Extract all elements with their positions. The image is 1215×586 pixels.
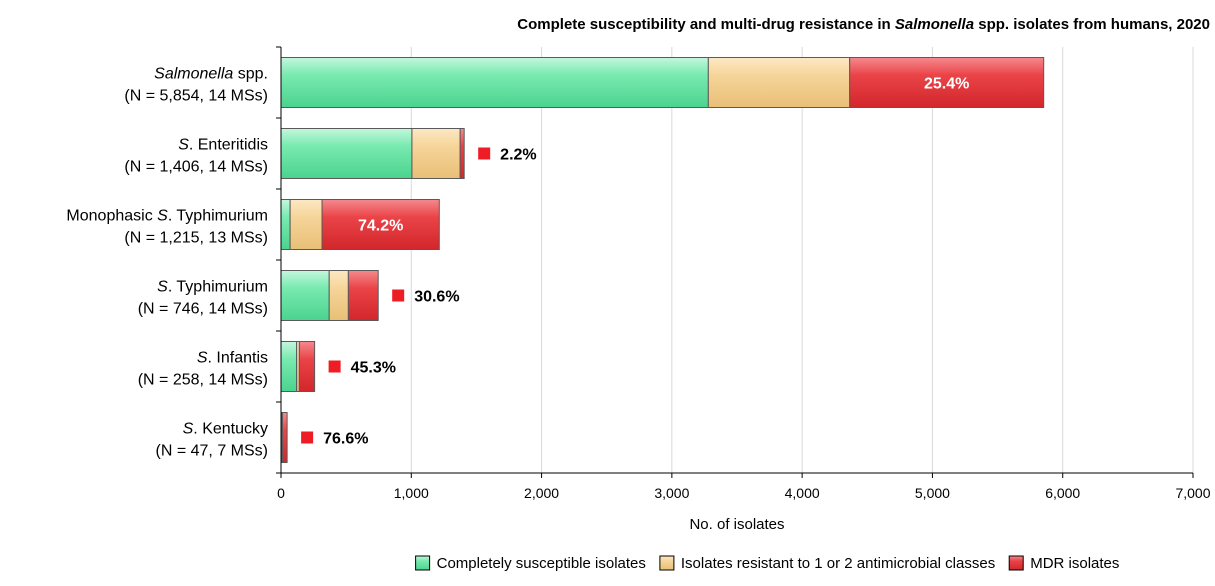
- mdr-percentage-label: 25.4%: [924, 76, 969, 93]
- bar-mdr: [459, 128, 465, 179]
- category-detail: (N = 47, 7 MSs): [156, 443, 268, 460]
- chart-title-part: spp. isolates from humans, 2020: [974, 16, 1210, 33]
- mdr-percentage-label: 2.2%: [500, 147, 536, 164]
- mdr-percentage-label: 74.2%: [358, 218, 403, 235]
- bar-resistant-1-2: [328, 270, 349, 321]
- category-name: spp.: [233, 66, 268, 83]
- category-name: . Enteritidis: [189, 137, 268, 154]
- bar-mdr: [321, 199, 440, 250]
- chart-title-italic: Salmonella: [895, 16, 974, 33]
- legend-label: MDR isolates: [1030, 555, 1119, 572]
- category-name: . Typhimurium: [168, 208, 268, 225]
- category-detail: (N = 746, 14 MSs): [138, 301, 268, 318]
- category-name-italic: S: [157, 279, 168, 296]
- bar-susceptible: [280, 199, 291, 250]
- category-name-italic: S: [183, 421, 194, 438]
- category-label: Salmonella spp.: [154, 66, 268, 83]
- mdr-marker: [301, 431, 314, 444]
- mdr-marker: [478, 147, 491, 160]
- bar-susceptible: [280, 270, 330, 321]
- bar-susceptible: [280, 341, 298, 392]
- x-tick-label: 3,000: [654, 485, 689, 501]
- mdr-percentage-label: 45.3%: [351, 360, 396, 377]
- bar-mdr: [347, 270, 379, 321]
- legend-swatch-susceptible: [415, 555, 431, 571]
- category-name: . Kentucky: [193, 421, 268, 438]
- bar-resistant-1-2: [411, 128, 461, 179]
- category-label: S. Enteritidis: [178, 137, 268, 154]
- x-tick-label: 2,000: [524, 485, 559, 501]
- category-name-italic: S: [178, 137, 189, 154]
- category-detail: (N = 1,215, 13 MSs): [124, 230, 268, 247]
- category-label: S. Typhimurium: [157, 279, 268, 296]
- x-tick-label: 1,000: [394, 485, 429, 501]
- chart-title-part: Complete susceptibility and multi-drug r…: [517, 16, 895, 33]
- x-tick-label: 4,000: [785, 485, 820, 501]
- bar-susceptible: [280, 57, 709, 108]
- category-detail: (N = 258, 14 MSs): [138, 372, 268, 389]
- category-name: . Typhimurium: [168, 279, 268, 296]
- bar-mdr: [298, 341, 316, 392]
- x-tick-label: 5,000: [915, 485, 950, 501]
- mdr-percentage-label: 30.6%: [414, 289, 459, 306]
- category-name-italic: S: [197, 350, 208, 367]
- legend-swatch-mdr: [1008, 555, 1024, 571]
- category-name-italic: Salmonella: [154, 66, 233, 83]
- category-name-italic: S: [157, 208, 168, 225]
- category-label: S. Kentucky: [183, 421, 268, 438]
- mdr-marker: [328, 360, 341, 373]
- category-name: . Infantis: [208, 350, 268, 367]
- category-label: S. Infantis: [197, 350, 268, 367]
- legend-swatch-resistant-1-2: [659, 555, 675, 571]
- bar-resistant-1-2: [289, 199, 323, 250]
- legend-label: Completely susceptible isolates: [437, 555, 646, 572]
- bar-mdr: [849, 57, 1045, 108]
- bar-susceptible: [280, 128, 413, 179]
- x-tick-label: 0: [277, 485, 285, 501]
- category-label: Monophasic S. Typhimurium: [66, 208, 268, 225]
- bar-resistant-1-2: [707, 57, 851, 108]
- bar-mdr: [281, 412, 288, 463]
- x-axis-title: No. of isolates: [689, 516, 784, 533]
- category-name-prefix: Monophasic: [66, 208, 157, 225]
- category-detail: (N = 1,406, 14 MSs): [124, 159, 268, 176]
- mdr-marker: [392, 289, 405, 302]
- chart-title: Complete susceptibility and multi-drug r…: [517, 16, 1210, 33]
- mdr-percentage-label: 76.6%: [323, 431, 368, 448]
- legend-label: Isolates resistant to 1 or 2 antimicrobi…: [681, 555, 995, 572]
- x-tick-label: 7,000: [1175, 485, 1210, 501]
- x-tick-label: 6,000: [1045, 485, 1080, 501]
- category-detail: (N = 5,854, 14 MSs): [124, 88, 268, 105]
